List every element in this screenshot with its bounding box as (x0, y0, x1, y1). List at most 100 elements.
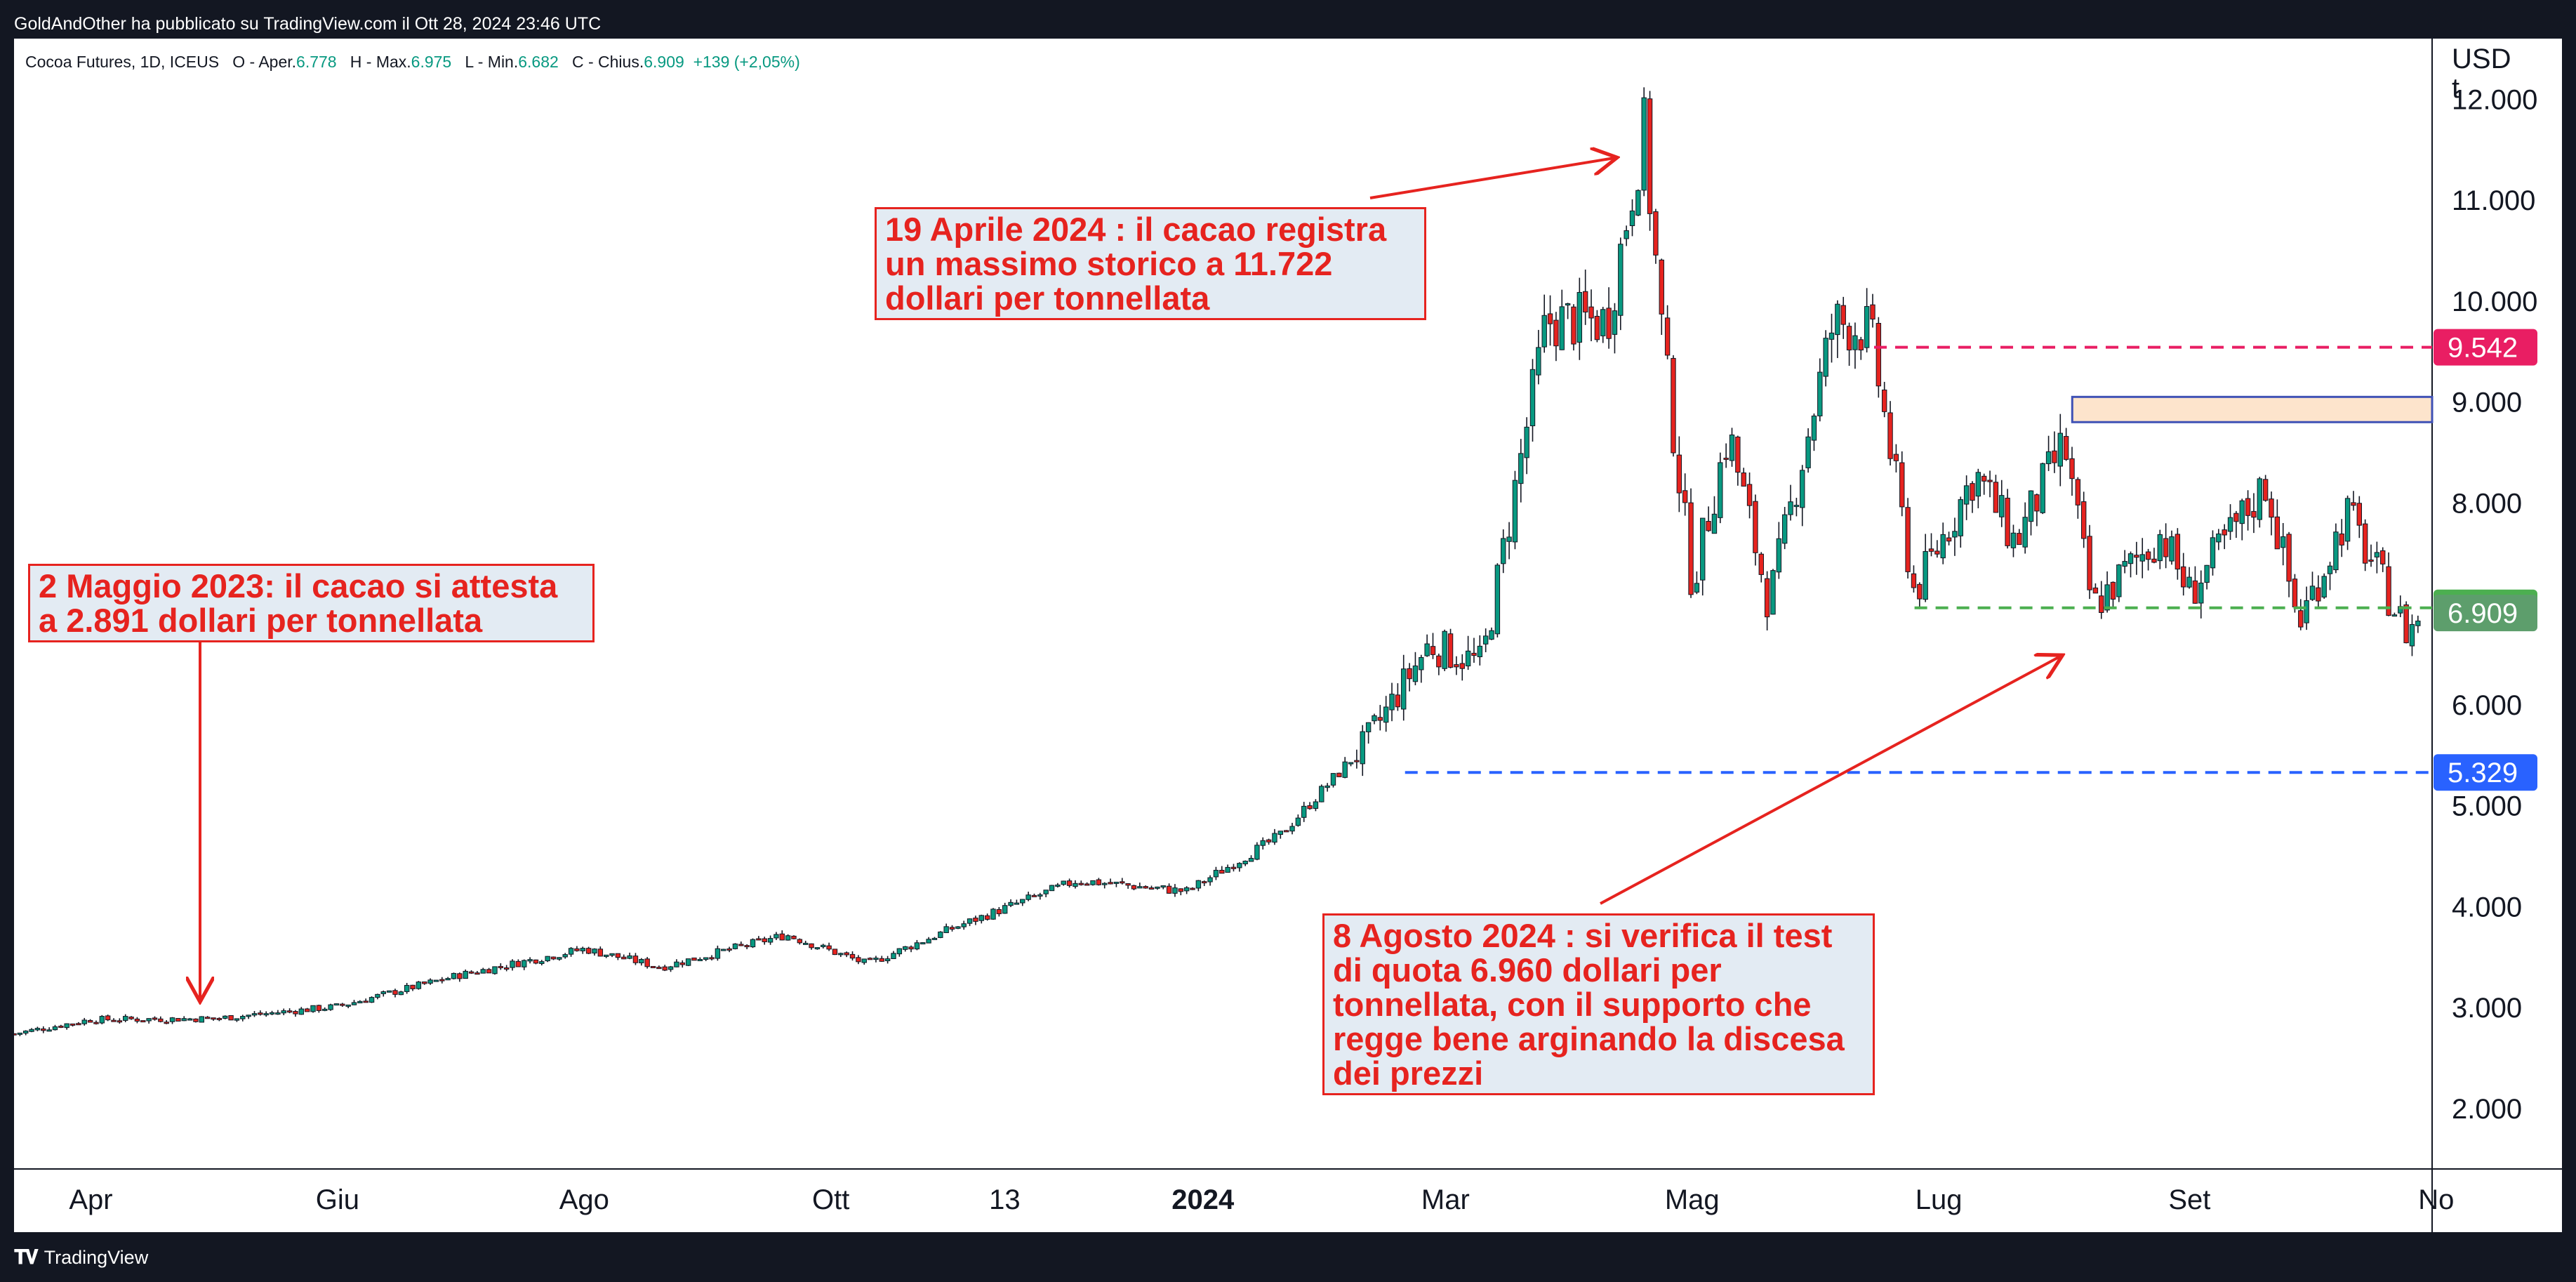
candle-body (1230, 866, 1237, 869)
candle-body (2028, 490, 2034, 522)
price-tick-label: 3.000 (2452, 993, 2522, 1024)
annotation-april-2024[interactable]: 19 Aprile 2024 : il cacao registra un ma… (875, 207, 1426, 320)
candle-body (1430, 646, 1436, 655)
candle-body (1741, 473, 1746, 487)
candle-body (2127, 553, 2134, 564)
candle-body (433, 979, 439, 982)
annotation-arrow-april-2024 (1369, 158, 1614, 199)
candle-body (1049, 885, 1055, 892)
candle-body (1254, 845, 1260, 860)
candle-body (762, 938, 767, 942)
candle-body (1805, 436, 1811, 468)
time-tick-label: 2024 (1171, 1184, 1235, 1215)
candle-body (1389, 694, 1395, 711)
candle-body (967, 918, 973, 924)
candle-body (1676, 454, 1682, 494)
candle-body (1664, 317, 1671, 356)
candle-body (2122, 561, 2127, 567)
candle-body (181, 1018, 187, 1022)
candle-body (1864, 306, 1870, 348)
candle-body (1207, 877, 1213, 883)
candle-body (1195, 880, 1202, 889)
candle-body (568, 948, 574, 955)
candle-body (2286, 534, 2292, 582)
candle-body (293, 1011, 298, 1015)
candle-body (1612, 310, 1618, 335)
annotation-may-2023[interactable]: 2 Maggio 2023: il cacao si attesta a 2.8… (28, 564, 595, 642)
candle-body (1852, 335, 1858, 350)
candle-body (1395, 694, 1401, 708)
candle-body (2163, 538, 2169, 557)
candle-body (2304, 600, 2309, 623)
candle-body (1225, 866, 1230, 873)
candle-body (545, 956, 550, 962)
candle-body (439, 979, 445, 982)
candle-body (351, 1002, 357, 1005)
candle-body (333, 1003, 340, 1006)
candle-body (445, 978, 451, 981)
candle-body (1313, 801, 1319, 809)
candle-body (1905, 507, 1911, 572)
candle-body (380, 991, 386, 994)
candle-body (639, 959, 644, 963)
candle-body (23, 1030, 29, 1034)
legend-close-value: 6.909 (644, 53, 684, 71)
candle-body (369, 997, 375, 1003)
candle-body (1237, 863, 1242, 868)
candle-body (2222, 529, 2227, 536)
candle-body (134, 1018, 140, 1022)
annotation-line: dollari per tonnellata (885, 279, 1210, 317)
candle-body (87, 1019, 93, 1023)
last-price-label: 6.909 (2448, 598, 2518, 629)
candle-body (2069, 458, 2075, 480)
time-tick-label: Lug (1916, 1184, 1963, 1215)
candle-body (375, 993, 380, 998)
candle-body (1958, 499, 1963, 536)
candle-body (644, 958, 650, 967)
annotation-line: 19 Aprile 2024 : il cacao registra (885, 211, 1387, 248)
candle-body (1143, 886, 1148, 889)
candle-body (81, 1019, 87, 1024)
candlestick-chart[interactable]: USDt2.0003.0004.0005.0006.0007.0008.0009… (14, 39, 2562, 1232)
candle-body (52, 1026, 58, 1031)
footer-bar: 𝐓𝐕 TradingView (0, 1232, 2576, 1282)
candle-body (1934, 550, 1940, 555)
publisher-text: GoldAndOther ha pubblicato su TradingVie… (14, 14, 602, 34)
candle-body (744, 945, 750, 948)
candle-body (1641, 97, 1647, 191)
candle-body (955, 926, 961, 929)
candle-body (1137, 886, 1143, 889)
candle-body (1723, 457, 1729, 460)
time-tick-label: Ago (559, 1184, 609, 1215)
candle-body (1336, 772, 1342, 777)
chart-panel[interactable]: USDt2.0003.0004.0005.0006.0007.0008.0009… (14, 39, 2562, 1232)
candle-body (691, 957, 697, 961)
time-tick-label: No (2418, 1184, 2454, 1215)
candle-body (1424, 643, 1430, 656)
candle-body (304, 1008, 310, 1012)
level-price-label: 9.542 (2448, 333, 2518, 364)
tradingview-logo[interactable]: 𝐓𝐕 TradingView (14, 1246, 148, 1269)
candle-body (1131, 885, 1137, 890)
candle-body (920, 942, 926, 945)
annotation-august-2024[interactable]: 8 Agosto 2024 : si verifica il test di q… (1322, 913, 1875, 1095)
candle-body (2239, 500, 2245, 524)
price-tick-label: 12.000 (2452, 84, 2537, 115)
candle-body (1102, 883, 1108, 885)
candle-body (1776, 538, 1782, 573)
candle-body (1277, 831, 1284, 835)
candle-body (1565, 303, 1571, 305)
candle-body (58, 1025, 64, 1028)
candle-body (1494, 564, 1501, 635)
candle-body (69, 1023, 76, 1026)
candle-body (1629, 210, 1635, 226)
candle-body (152, 1017, 158, 1020)
candle-body (2075, 479, 2081, 505)
candle-body (1360, 731, 1365, 765)
candle-body (463, 970, 468, 979)
candle-body (1541, 315, 1547, 348)
candle-body (111, 1019, 117, 1022)
candle-body (679, 962, 685, 965)
candle-body (1600, 309, 1606, 336)
annotation-line: a 2.891 dollari per tonnellata (39, 602, 483, 639)
